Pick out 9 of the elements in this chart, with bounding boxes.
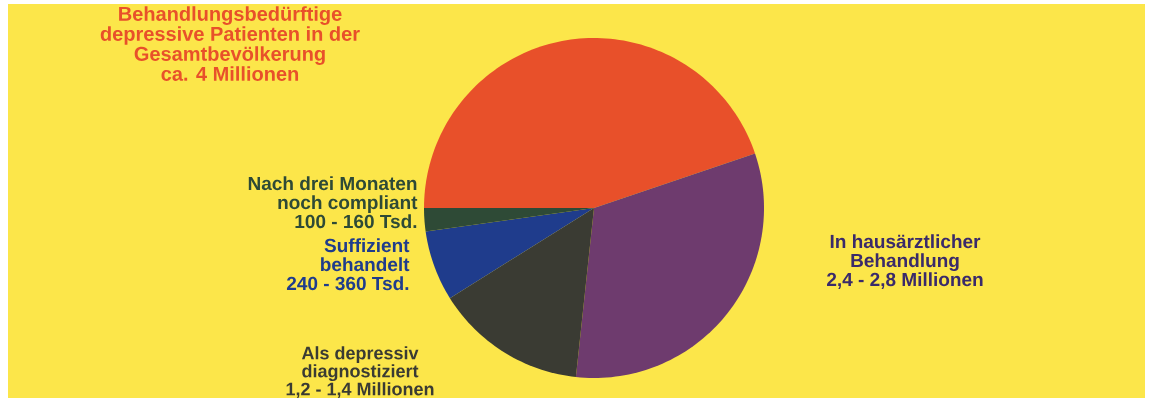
text: 100 - 160 Tsd.	[295, 214, 417, 229]
text: 2,4 - 2,8 Millionen	[827, 272, 983, 289]
text: 240 - 360 Tsd.	[286, 276, 409, 291]
slice-label: Suffizient behandelt	[321, 238, 410, 272]
slice-label: In hausärztlicher Behandlung	[830, 234, 981, 271]
text: ca. 4 Millionen	[161, 66, 299, 81]
slice-label: Als depressiv diagnostiziert	[301, 346, 419, 382]
slice-label: Nach drei Monaten noch compliant	[248, 176, 418, 213]
text: 1,2 - 1,4 Millionen	[286, 382, 434, 399]
